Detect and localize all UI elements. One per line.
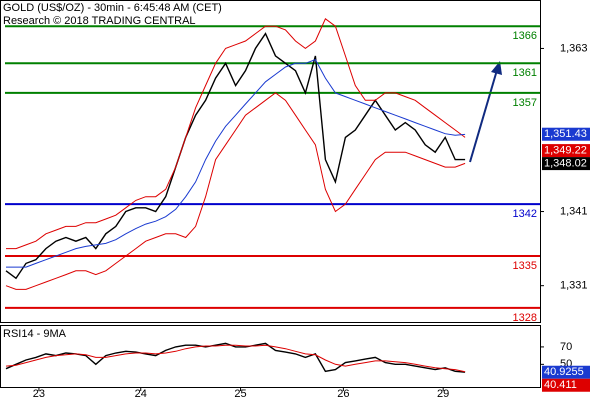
price-tag: [542, 365, 590, 379]
price-tag-label: 40.411: [544, 379, 577, 391]
x-tick-label: 25: [234, 388, 246, 400]
price-tag: [542, 144, 590, 158]
price-tag-label: 1,351.43: [544, 128, 587, 140]
y-tick-label: 1,363: [560, 42, 588, 54]
level-label: 1366: [513, 30, 537, 42]
chart-title: GOLD (US$/OZ) - 30min - 6:45:48 AM (CET): [3, 2, 222, 14]
series-line: [6, 18, 466, 250]
y-tick-label: 1,341: [560, 205, 588, 217]
x-tick-label: 26: [337, 388, 349, 400]
forecast-arrow: [469, 69, 498, 163]
series-line: [5, 92, 466, 290]
price-tag-label: 1,348.02: [544, 158, 587, 170]
chart-subtitle: Research © 2018 TRADING CENTRAL: [3, 15, 196, 27]
price-tag: [542, 127, 590, 141]
price-tag: [542, 378, 590, 392]
level-label: 1342: [513, 208, 537, 220]
arrow-head: [491, 61, 502, 75]
level-label: 1357: [513, 97, 537, 109]
x-tick-label: 29: [437, 388, 449, 400]
price-tag-label: 1,349.22: [544, 145, 587, 157]
price-panel: [0, 0, 541, 323]
price-tag: [542, 157, 590, 171]
level-label: 1361: [513, 67, 537, 79]
x-tick-label: 23: [33, 388, 45, 400]
series-line: [5, 342, 466, 373]
y-tick-label: 1,331: [560, 280, 588, 292]
rsi-title: RSI14 - 9MA: [3, 328, 67, 340]
y-tick-label: 70: [560, 341, 572, 353]
series-line: [6, 58, 466, 268]
level-label: 1335: [513, 260, 537, 272]
level-label: 1328: [513, 312, 537, 324]
rsi-panel: [0, 325, 541, 388]
x-tick-label: 24: [135, 388, 147, 400]
series-line: [5, 32, 466, 280]
series-line: [5, 344, 466, 373]
price-tag-label: 40.9255: [544, 366, 584, 378]
